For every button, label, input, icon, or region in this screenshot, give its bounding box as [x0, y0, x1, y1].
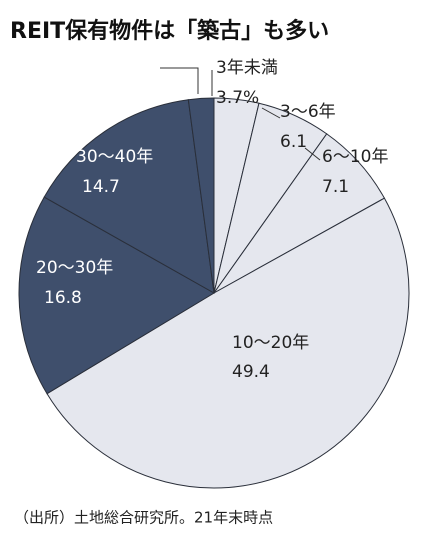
- value-label: 16.8: [44, 288, 82, 308]
- slice-label: 30～40年: [76, 147, 153, 167]
- slice-label: 10～20年: [232, 333, 309, 353]
- chart-title: REIT保有物件は「築古」も多い: [10, 18, 329, 44]
- leader-line: [304, 147, 321, 161]
- pie-slice: [46, 197, 410, 489]
- slice-label: 6～10年: [322, 147, 388, 167]
- value-label: 2.1: [74, 86, 101, 106]
- leader-line: [160, 67, 199, 94]
- slice-label: 20～30年: [36, 258, 113, 278]
- pie-slice: [43, 99, 215, 294]
- pie-slice: [187, 97, 215, 294]
- slice-label: 3～6年: [280, 102, 336, 122]
- pie-slice: [18, 196, 215, 395]
- value-label: 6.1: [280, 132, 307, 152]
- value-label: 3.7%: [216, 88, 259, 108]
- source-note: （出所）土地総合研究所。21年末時点: [14, 509, 273, 527]
- value-label: 14.7: [82, 177, 120, 197]
- value-label: 49.4: [232, 362, 270, 382]
- slice-label: 3年未満: [216, 58, 278, 78]
- value-label: 7.1: [322, 177, 349, 197]
- pie: [18, 97, 410, 489]
- leader-line: [261, 107, 281, 119]
- slice-label: 40年以上: [72, 58, 145, 78]
- labels: 3年未満 3.7% 3～6年 6.1 6～10年 7.1 10～20年 49.4 20～30年 1…: [36, 58, 388, 382]
